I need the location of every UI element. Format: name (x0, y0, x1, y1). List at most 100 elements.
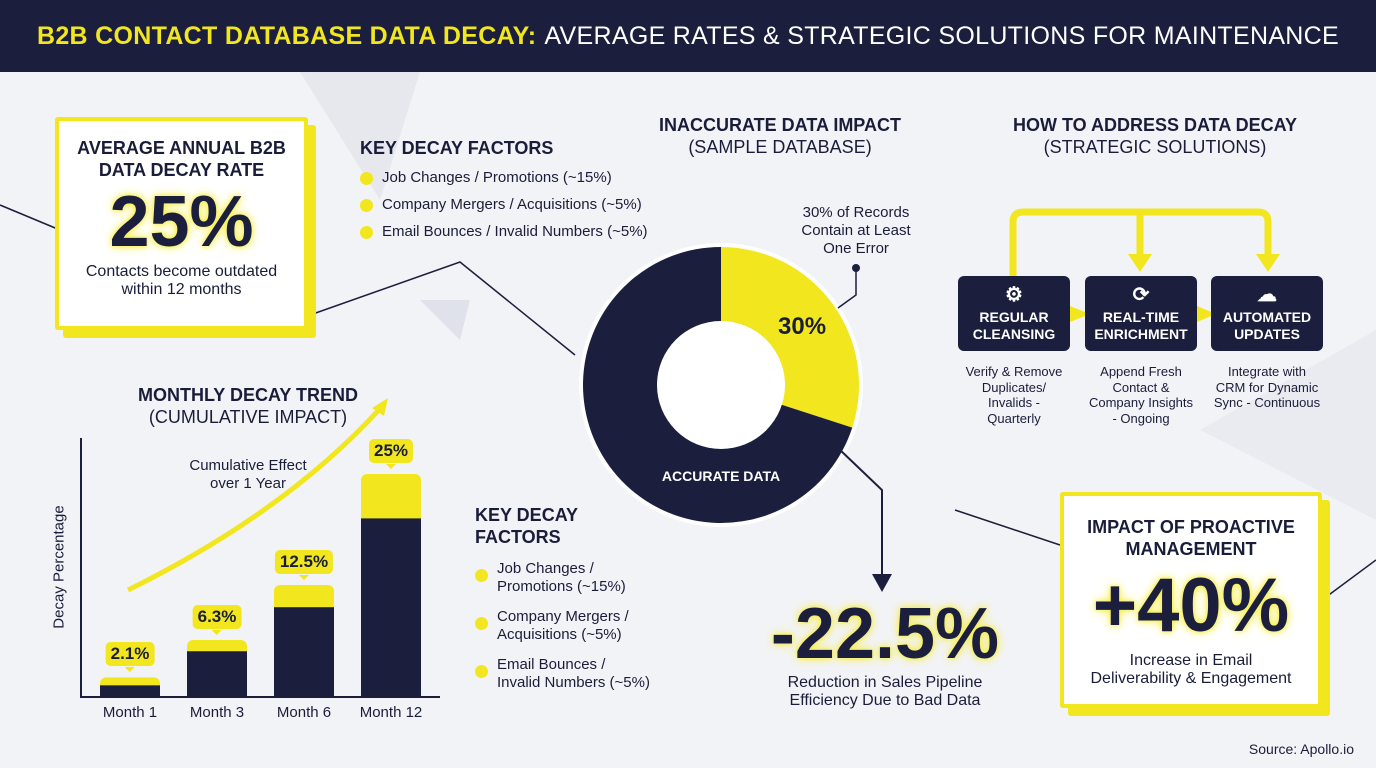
step-label: REAL-TIME (1102, 309, 1180, 325)
impact-subtitle: (SAMPLE DATABASE) (688, 137, 872, 157)
proactive-title-2: MANAGEMENT (1125, 539, 1257, 559)
pipeline-caption-2: Efficiency Due to Bad Data (789, 692, 981, 709)
factors-bottom-title-1: KEY DECAY (475, 505, 579, 525)
factor-item: Company Mergers / Acquisitions (~5%) (360, 196, 648, 214)
x-tick-label: Month 1 (102, 704, 158, 721)
factors-top-title: KEY DECAY FACTORS (360, 138, 554, 158)
callout-dot (852, 264, 860, 272)
factor-line: Acquisitions (~5%) (497, 626, 622, 643)
bar (100, 685, 160, 696)
step-description: Integrate with CRM for Dynamic Sync - Cont… (1213, 364, 1321, 410)
proactive-card: IMPACT OF PROACTIVE MANAGEMENT +40% Incr… (1060, 492, 1322, 708)
donut-callout: 30% of Records Contain at Least One Erro… (776, 204, 936, 258)
solutions-subtitle: (STRATEGIC SOLUTIONS) (1043, 137, 1267, 157)
bar-data-label: 2.1% (105, 642, 155, 673)
bullet-dot-icon (360, 226, 373, 239)
annual-rate-value: 25% (109, 182, 254, 262)
factor-line: Invalid Numbers (~5%) (497, 674, 650, 691)
pipeline-impact: -22.5% Reduction in Sales Pipeline Effic… (735, 594, 1035, 710)
trend-subtitle: (CUMULATIVE IMPACT) (148, 407, 348, 427)
impact-heading: INACCURATE DATA IMPACT (SAMPLE DATABASE) (620, 114, 940, 158)
factors-top: KEY DECAY FACTORS Job Changes / Promotio… (360, 137, 648, 250)
factor-item: Job Changes / Promotions (~15%) (360, 169, 648, 187)
title-highlight: B2B CONTACT DATABASE DATA DECAY: (37, 21, 537, 50)
bar (187, 651, 247, 696)
callout-line-3: One Error (823, 240, 889, 257)
step-automated-updates: ☁ AUTOMATED UPDATES (1211, 276, 1323, 351)
source-note: Source: Apollo.io (1248, 741, 1354, 757)
gears-icon: ⚙ (1005, 284, 1023, 306)
step-label: ENRICHMENT (1094, 326, 1188, 342)
step-description: Append Fresh Contact & Company Insights - O… (1088, 364, 1194, 426)
factors-bottom: KEY DECAY FACTORS Job Changes / Promotion… (475, 504, 650, 701)
factor-item: Company Mergers / Acquisitions (~5%) (475, 608, 650, 644)
step-label: UPDATES (1234, 326, 1300, 342)
bullet-dot-icon (475, 665, 488, 678)
bar (361, 518, 421, 696)
x-tick-label: Month 3 (189, 704, 245, 721)
factor-label: Job Changes / Promotions (~15%) (382, 169, 612, 186)
step-label: AUTOMATED (1222, 309, 1312, 325)
factor-item: Email Bounces / Invalid Numbers (~5%) (475, 656, 650, 692)
annotation-line-2: over 1 Year (210, 475, 286, 492)
bar (274, 607, 334, 696)
factor-item: Email Bounces / Invalid Numbers (~5%) (360, 223, 648, 241)
factor-label: Email Bounces / Invalid Numbers (~5%) (382, 223, 648, 240)
solutions-title: HOW TO ADDRESS DATA DECAY (1012, 115, 1298, 135)
impact-arrowhead (872, 574, 892, 592)
bar-data-label: 12.5% (274, 550, 334, 580)
proactive-caption-1: Increase in Email (1129, 652, 1253, 669)
factor-item: Job Changes / Promotions (~15%) (475, 560, 650, 596)
trend-title: MONTHLY DECAY TREND (137, 385, 359, 405)
factor-line: Job Changes / (497, 560, 594, 577)
factor-label: Company Mergers / Acquisitions (~5%) (382, 196, 642, 213)
callout-line-1: 30% of Records (802, 204, 910, 221)
title-rest: AVERAGE RATES & STRATEGIC SOLUTIONS FOR … (544, 21, 1339, 50)
card-caption-2: within 12 months (121, 281, 242, 298)
factor-line: Company Mergers / (497, 608, 629, 625)
pipeline-caption-1: Reduction in Sales Pipeline (787, 674, 983, 691)
solutions-heading: HOW TO ADDRESS DATA DECAY (STRATEGIC SOL… (975, 114, 1335, 158)
trend-heading: MONTHLY DECAY TREND (CUMULATIVE IMPACT) (98, 384, 398, 428)
step-regular-cleansing: ⚙ REGULAR CLEANSING (958, 276, 1070, 351)
donut-hole (657, 321, 785, 449)
impact-title: INACCURATE DATA IMPACT (659, 115, 901, 135)
callout-line (837, 268, 857, 309)
proactive-caption-2: Deliverability & Engagement (1090, 670, 1292, 687)
factor-line: Email Bounces / (497, 656, 606, 673)
step-label: CLEANSING (972, 326, 1056, 342)
factors-bottom-title-2: FACTORS (475, 527, 561, 547)
card-caption-1: Contacts become outdated (85, 263, 278, 280)
card-title-1: AVERAGE ANNUAL B2B (77, 138, 286, 158)
trend-arrowhead (372, 398, 388, 416)
donut-label-accurate: ACCURATE DATA (661, 468, 781, 484)
factor-line: Promotions (~15%) (497, 578, 626, 595)
step-description: Verify & Remove Duplicates/Invalids - Quar… (965, 364, 1063, 426)
card-title-2: DATA DECAY RATE (98, 160, 265, 180)
annotation-line-1: Cumulative Effect (189, 457, 307, 474)
bar-data-label: 25% (368, 439, 414, 469)
annual-decay-card: AVERAGE ANNUAL B2B DATA DECAY RATE 25% C… (55, 117, 308, 330)
bar-data-label: 6.3% (192, 605, 242, 636)
pipeline-impact-value: -22.5% (770, 594, 1000, 674)
bullet-dot-icon (360, 199, 373, 212)
bullet-dot-icon (475, 617, 488, 630)
impact-arrow (837, 447, 883, 580)
donut-label-30: 30% (778, 313, 827, 340)
proactive-title-1: IMPACT OF PROACTIVE (1087, 517, 1295, 537)
proactive-value: +40% (1092, 563, 1290, 648)
bullet-dot-icon (475, 569, 488, 582)
callout-line-2: Contain at Least (801, 222, 911, 239)
trend-arrow (126, 401, 387, 593)
x-tick-label: Month 12 (359, 704, 423, 721)
x-tick-label: Month 6 (276, 704, 332, 721)
header: B2B CONTACT DATABASE DATA DECAY: AVERAGE… (0, 0, 1376, 72)
bullet-dot-icon (360, 172, 373, 185)
refresh-icon: ⟳ (1132, 284, 1150, 306)
cloud-upload-icon: ☁ (1257, 284, 1277, 306)
trend-annotation: Cumulative Effect over 1 Year (148, 457, 348, 493)
